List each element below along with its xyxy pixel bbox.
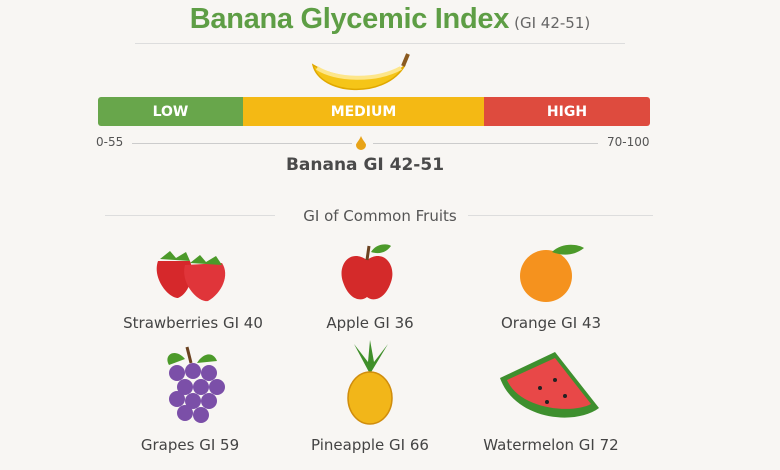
fruit-label-watermelon: Watermelon GI 72 — [483, 436, 619, 454]
section-divider-left — [105, 215, 275, 216]
fruit-label-orange: Orange GI 43 — [500, 314, 602, 332]
banana-icon — [311, 53, 410, 91]
fruit-label-apple: Apple GI 36 — [326, 314, 414, 332]
marker-drop-icon — [356, 136, 366, 150]
apple-icon — [341, 244, 393, 300]
title-divider — [135, 43, 625, 44]
fruit-label-grapes: Grapes GI 59 — [140, 436, 240, 454]
orange-icon — [520, 244, 584, 302]
grapes-icon — [167, 346, 225, 423]
title-sub: (GI 42-51) — [514, 14, 591, 32]
banana-gi-label: Banana GI 42-51 — [285, 155, 445, 175]
scale-high-label: HIGH — [546, 103, 588, 120]
page-title: Banana Glycemic Index (GI 42-51) — [0, 3, 780, 36]
scale-left-label: 0-55 — [96, 135, 124, 149]
scale-right-label: 70-100 — [607, 135, 650, 149]
scale-medium: MEDIUM — [243, 97, 484, 126]
watermelon-icon — [500, 352, 599, 418]
strawberry-icon — [156, 251, 226, 302]
fruit-label-strawberries: Strawberries GI 40 — [123, 314, 263, 332]
scale-line-left — [132, 143, 352, 144]
title-main: Banana Glycemic Index — [189, 3, 510, 35]
scale-high: HIGH — [484, 97, 650, 126]
section-divider-right — [468, 215, 653, 216]
fruit-label-pineapple: Pineapple GI 66 — [311, 436, 429, 454]
scale-line-right — [373, 143, 598, 144]
section-title: GI of Common Fruits — [303, 207, 457, 225]
pineapple-icon — [347, 340, 393, 425]
scale-low-label: LOW — [152, 103, 189, 120]
scale-low: LOW — [98, 97, 243, 126]
scale-medium-label: MEDIUM — [330, 103, 397, 120]
